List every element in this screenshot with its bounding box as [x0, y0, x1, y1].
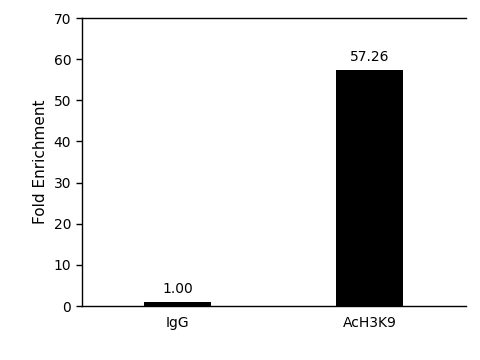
Bar	[336, 71, 403, 306]
Text: 57.26: 57.26	[350, 50, 389, 64]
Y-axis label: Fold Enrichment: Fold Enrichment	[33, 100, 48, 224]
Bar	[144, 302, 211, 306]
Text: 1.00: 1.00	[162, 282, 193, 296]
